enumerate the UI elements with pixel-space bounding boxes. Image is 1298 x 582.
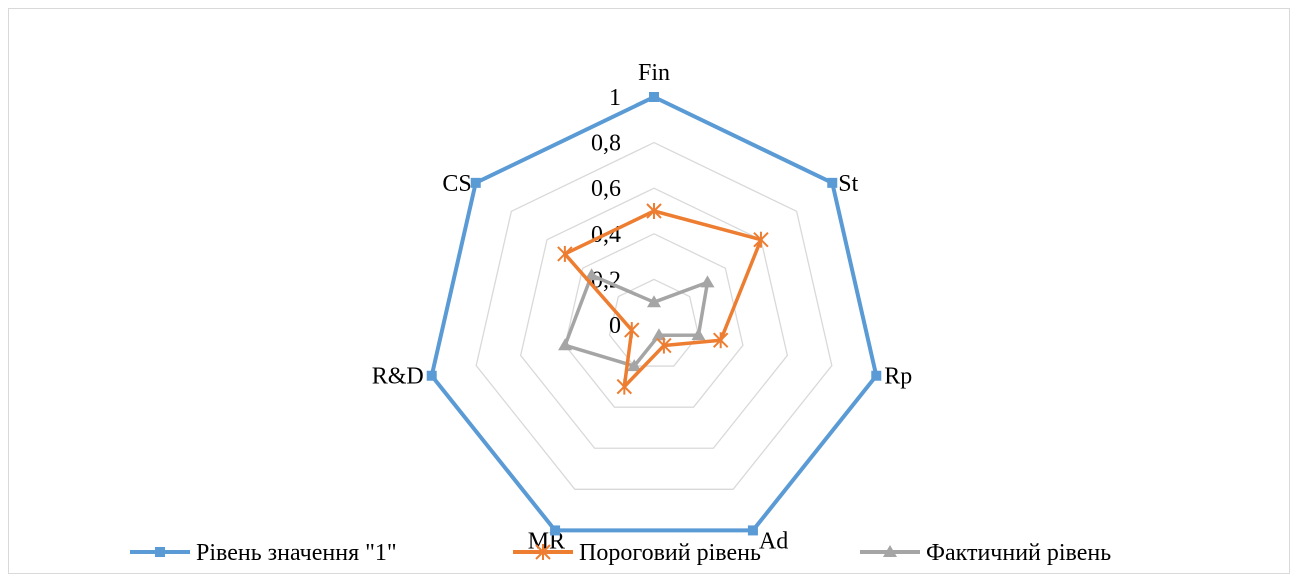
category-label: Rp (884, 364, 912, 390)
data-point-marker (871, 370, 882, 381)
data-point-marker (753, 231, 769, 248)
data-point-marker (470, 177, 481, 188)
series-line (429, 95, 879, 533)
data-point-marker (550, 525, 561, 536)
grid-ring (475, 141, 833, 490)
legend-item: Фактичний рівень (860, 540, 1111, 566)
series-line (563, 273, 710, 368)
category-label: R&D (372, 364, 424, 390)
data-point-marker (646, 203, 662, 219)
data-point-marker (691, 328, 706, 341)
radial-tick-label: 1 (609, 85, 621, 111)
legend-item: Пороговий рівень (513, 540, 761, 566)
data-point-marker (557, 245, 573, 262)
category-label: St (838, 171, 858, 197)
legend-marker (535, 544, 551, 560)
grid-ring (519, 187, 789, 449)
series (426, 92, 882, 536)
category-label: CS (442, 171, 471, 197)
data-point-marker (651, 328, 666, 341)
series-1 (426, 92, 882, 536)
data-point-marker (627, 359, 642, 372)
data-point-marker (426, 370, 437, 381)
data-point-marker (827, 177, 838, 188)
data-point-marker (624, 322, 640, 339)
data-point-marker (584, 268, 599, 281)
radial-tick-label: 0,8 (591, 131, 621, 157)
data-point-marker (747, 525, 758, 536)
category-label: Ad (759, 528, 788, 554)
grid-ring (564, 233, 744, 408)
data-point-marker (647, 295, 661, 308)
series-2 (557, 203, 769, 395)
data-point-marker (700, 275, 715, 288)
legend-marker (883, 545, 897, 557)
legend-label: Фактичний рівень (926, 540, 1111, 566)
series-line (563, 209, 763, 389)
chart-frame (8, 8, 1290, 574)
data-point-marker (616, 378, 633, 395)
data-point-marker (712, 332, 729, 349)
legend-label: Пороговий рівень (579, 540, 761, 566)
category-label: Fin (638, 60, 670, 86)
data-point-marker (656, 337, 672, 354)
legend-item: Рівень значення "1" (130, 540, 397, 566)
data-point-marker (649, 92, 659, 102)
legend: Рівень значення "1" Пороговий рівень Факти… (130, 540, 1111, 566)
grid-ring (431, 96, 877, 532)
grid-ring (608, 278, 700, 367)
legend-marker (155, 547, 165, 557)
series-3 (558, 268, 715, 372)
legend-label: Рівень значення "1" (196, 540, 397, 566)
radial-tick-label: 0 (609, 313, 621, 339)
grid (431, 96, 877, 532)
radial-tick-label: 0,6 (591, 176, 621, 202)
data-point-marker (558, 338, 573, 351)
